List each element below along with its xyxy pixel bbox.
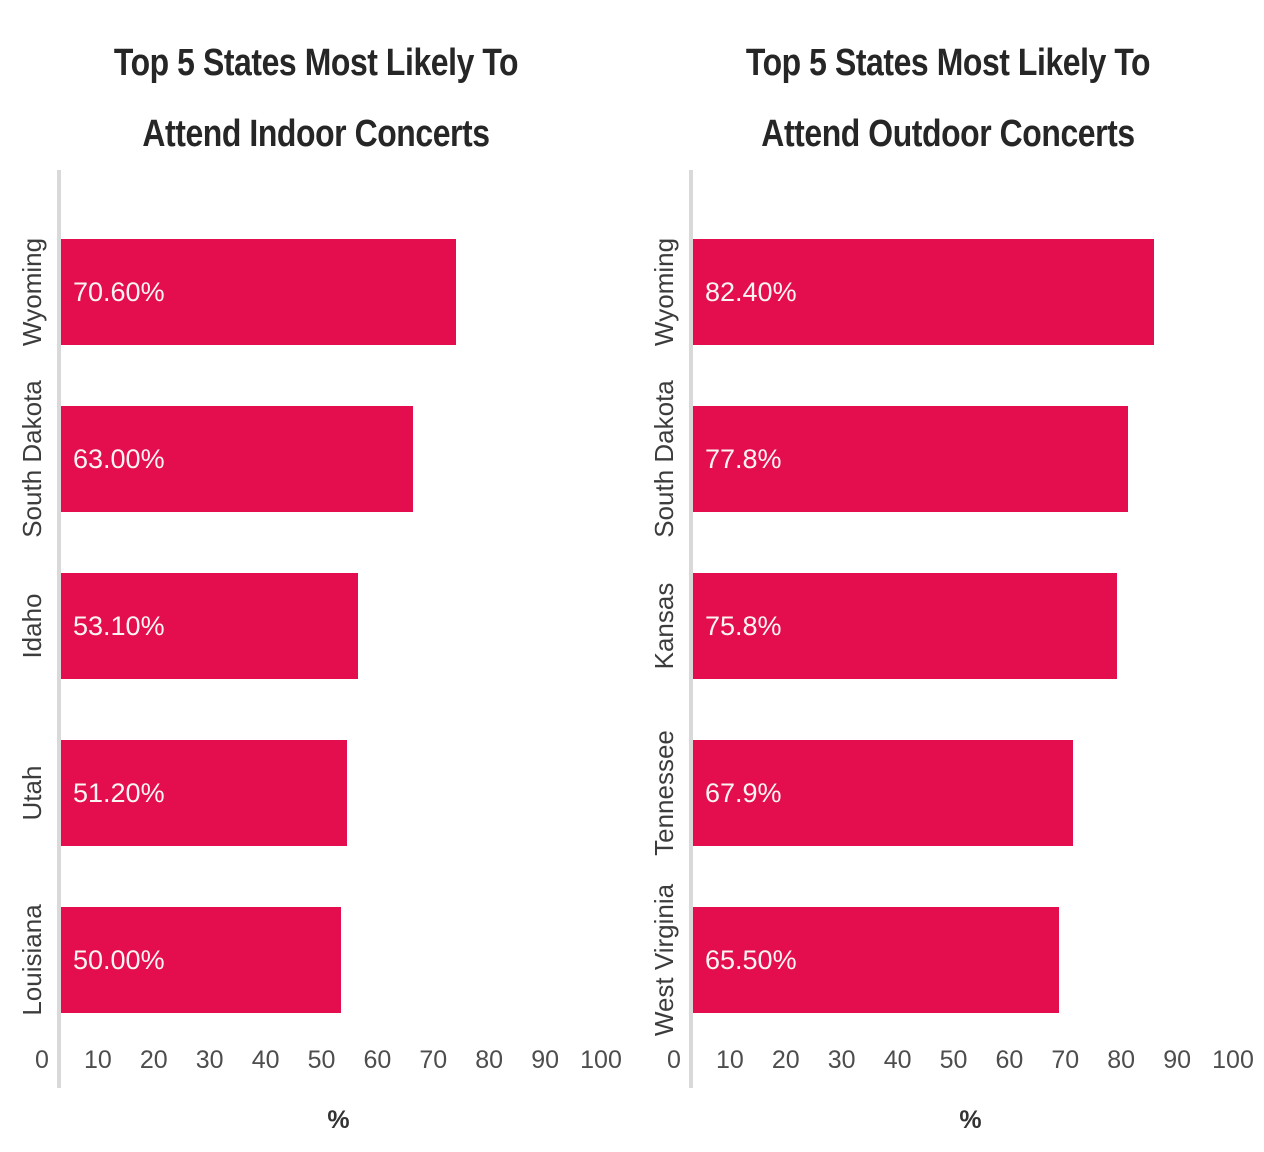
value-label: 82.40%: [705, 276, 797, 307]
x-tick-label: 80: [475, 1046, 504, 1074]
x-tick-label: 80: [1107, 1046, 1136, 1074]
x-tick-label: 10: [715, 1046, 744, 1074]
bar: 51.20%: [61, 740, 348, 846]
bar: 70.60%: [61, 239, 456, 345]
bar-row: Wyoming 82.40%: [649, 238, 1252, 346]
bar-row: West Virginia 65.50%: [649, 884, 1252, 1036]
outdoor-chart-title-line-2: Attend Outdoor Concerts: [761, 113, 1135, 155]
value-label: 70.60%: [73, 276, 165, 307]
value-label: 50.00%: [73, 944, 165, 975]
category-label: Louisiana: [17, 904, 47, 1016]
bars: Wyoming 82.40% South Dakota 77.8% Kansas 75.8…: [649, 238, 1252, 1036]
value-label: 63.00%: [73, 443, 165, 474]
x-axis-ticks: 0 10 20 30 40 50 60 70 80 90 100: [667, 1046, 1254, 1078]
value-label: 53.10%: [73, 610, 165, 641]
bar-row: Kansas 75.8%: [649, 573, 1252, 679]
x-tick-label: 50: [307, 1046, 336, 1074]
x-tick-label: 70: [419, 1046, 448, 1074]
bar-row: Utah 51.20%: [17, 740, 620, 846]
bar: 65.50%: [693, 907, 1060, 1013]
indoor-chart-title-line-1: Top 5 States Most Likely To: [113, 42, 519, 84]
bar: 63.00%: [61, 406, 414, 512]
bar-row: South Dakota 77.8%: [649, 380, 1252, 538]
bar-row: Louisiana 50.00%: [17, 904, 620, 1016]
indoor-chart-title: Top 5 States Most Likely To Attend Indoo…: [0, 0, 632, 170]
bar-row: Idaho 53.10%: [17, 573, 620, 679]
outdoor-plot-area: Wyoming 82.40% South Dakota 77.8% Kansas 75.8…: [649, 170, 1254, 1088]
indoor-x-axis-label: %: [327, 1106, 350, 1134]
x-tick-label: 40: [251, 1046, 280, 1074]
x-tick-label: 20: [771, 1046, 800, 1074]
bar: 77.8%: [693, 406, 1128, 512]
x-tick-label: 90: [531, 1046, 559, 1074]
outdoor-chart-title: Top 5 States Most Likely To Attend Outdo…: [632, 0, 1264, 170]
x-tick-label: 30: [827, 1046, 856, 1074]
bar: 50.00%: [61, 907, 341, 1013]
outdoor-x-axis-label: %: [959, 1106, 982, 1134]
x-axis-ticks: 0 10 20 30 40 50 60 70 80 90 100: [35, 1046, 622, 1078]
outdoor-concerts-chart: Top 5 States Most Likely To Attend Outdo…: [632, 0, 1264, 1152]
x-tick-label: 0: [35, 1046, 49, 1074]
bars: Wyoming 70.60% South Dakota 63.00% Idaho 53.1…: [17, 238, 620, 1016]
bar: 67.9%: [693, 740, 1073, 846]
value-label: 65.50%: [705, 944, 797, 975]
bar-row: Wyoming 70.60%: [17, 238, 620, 346]
value-label: 75.8%: [705, 610, 782, 641]
indoor-concerts-chart: Top 5 States Most Likely To Attend Indoo…: [0, 0, 632, 1134]
bar: 53.10%: [61, 573, 358, 679]
x-tick-label: 30: [195, 1046, 224, 1074]
x-tick-label: 70: [1051, 1046, 1080, 1074]
outdoor-chart-title-line-1: Top 5 States Most Likely To: [745, 42, 1151, 84]
bar: 75.8%: [693, 573, 1117, 679]
x-tick-label: 100: [1212, 1046, 1254, 1074]
bar-row: Tennessee 67.9%: [649, 730, 1252, 856]
value-label: 67.9%: [705, 777, 782, 808]
x-tick-label: 0: [667, 1046, 681, 1074]
indoor-chart-title-line-2: Attend Indoor Concerts: [142, 113, 490, 155]
x-tick-label: 10: [83, 1046, 112, 1074]
value-label: 77.8%: [705, 443, 782, 474]
bar-row: South Dakota 63.00%: [17, 380, 620, 538]
indoor-plot-area: Wyoming 70.60% South Dakota 63.00% Idaho 53.1…: [17, 170, 622, 1088]
x-tick-label: 20: [139, 1046, 168, 1074]
x-tick-label: 100: [580, 1046, 622, 1074]
x-tick-label: 50: [939, 1046, 968, 1074]
x-tick-label: 40: [883, 1046, 912, 1074]
bar: 82.40%: [693, 239, 1154, 345]
x-tick-label: 60: [363, 1046, 392, 1074]
category-label: West Virginia: [649, 883, 679, 1037]
value-label: 51.20%: [73, 777, 165, 808]
x-tick-label: 60: [995, 1046, 1024, 1074]
x-tick-label: 90: [1163, 1046, 1191, 1074]
